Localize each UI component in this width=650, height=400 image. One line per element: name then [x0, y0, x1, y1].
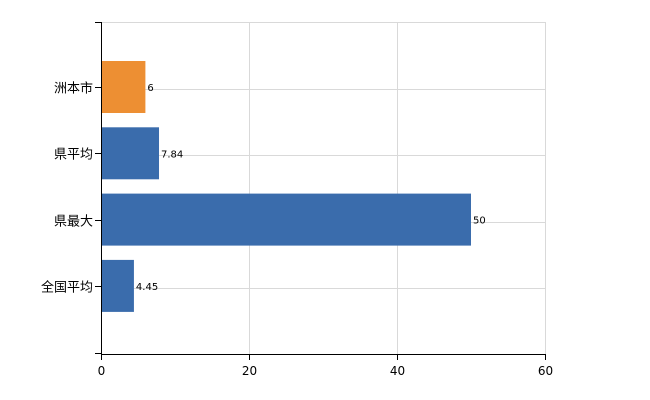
y-tick-label-1: 県平均	[54, 148, 93, 163]
value-label-2: 50	[473, 216, 486, 227]
y-tick-label-3: 全国平均	[41, 280, 93, 296]
bar-1	[101, 127, 160, 180]
bar-0	[101, 61, 146, 113]
x-tick-label-1: 20	[242, 364, 257, 378]
axes-group	[95, 22, 546, 360]
bar-3	[101, 259, 134, 312]
x-tick-label-0: 0	[98, 364, 106, 378]
value-label-0: 6	[147, 83, 153, 94]
x-tick-label-2: 40	[390, 364, 405, 378]
x-tick-label-3: 60	[538, 364, 553, 378]
value-label-1: 7.84	[161, 149, 183, 160]
value-label-3: 4.45	[136, 282, 158, 293]
bar-2	[101, 193, 471, 246]
bars-group	[101, 61, 471, 312]
y-tick-label-2: 県最大	[54, 215, 93, 230]
grid-lines	[101, 22, 546, 354]
y-tick-label-0: 洲本市	[54, 81, 93, 97]
